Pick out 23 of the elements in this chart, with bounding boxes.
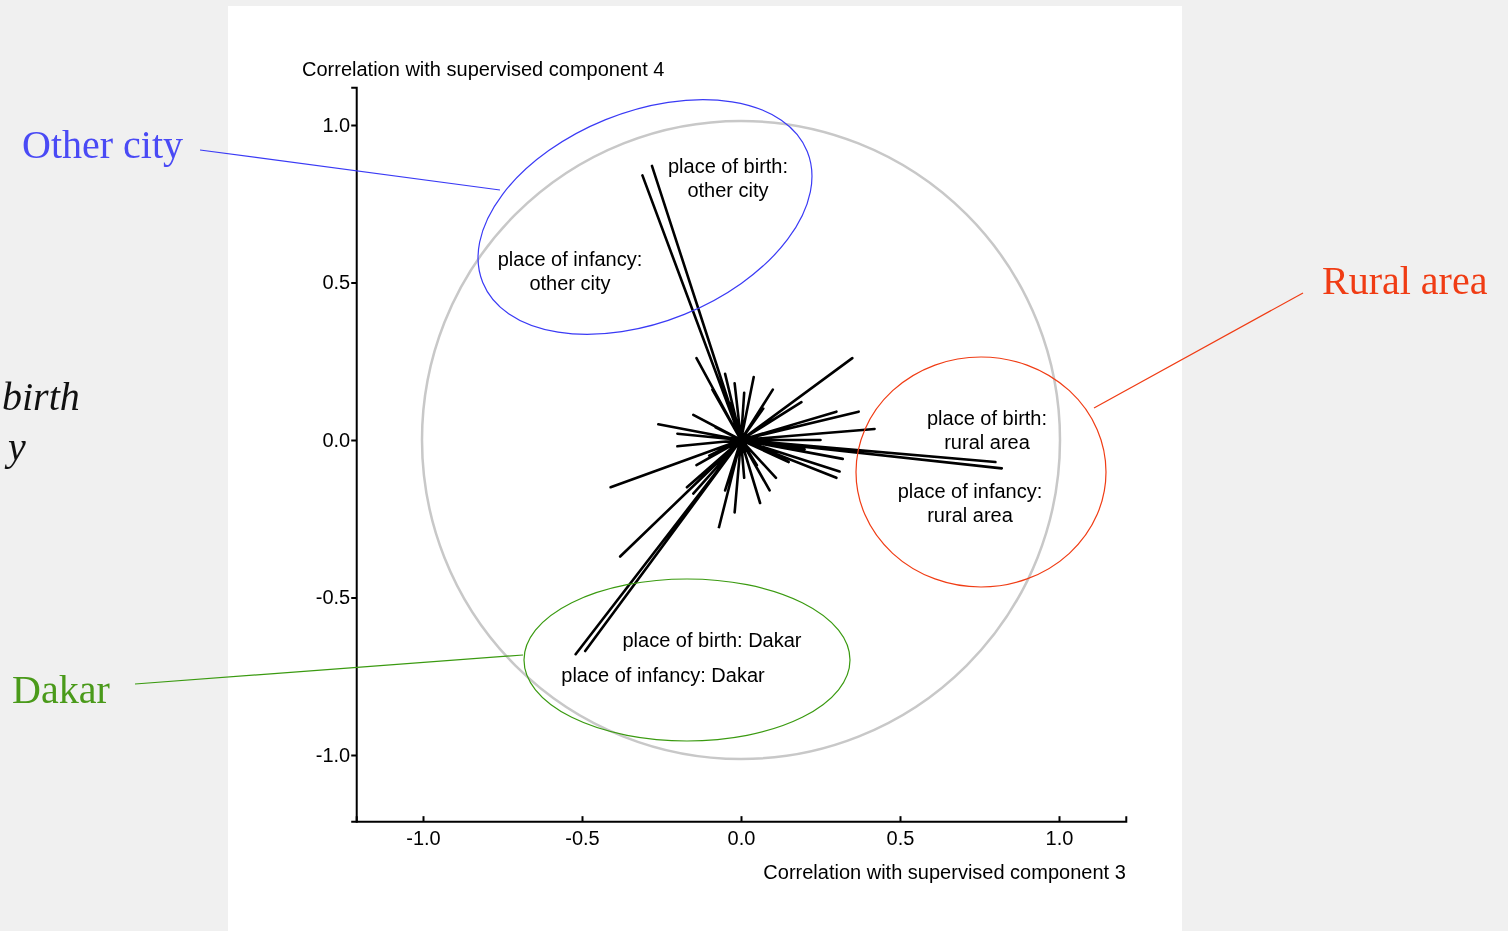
annotation: place of infancy: rural area [897,480,1043,526]
y-tick-label: 0.5 [322,271,351,294]
annotation: place of infancy: Dakar [561,664,766,686]
annotation: place of infancy: other city [497,248,643,294]
annotation: place of birth: Dakar [622,629,802,651]
y-tick-label: -0.5 [315,586,351,609]
y-tick-label: -1.0 [315,743,351,766]
y-tick-label: 1.0 [322,113,351,136]
text: y [4,424,26,469]
x-tick-label: -1.0 [406,827,441,850]
y-tick-label: 0.0 [322,428,351,451]
x-tick-label: -0.5 [565,827,600,850]
x-axis-title: Correlation with supervised component 3 [763,861,1126,884]
y-axis-title: Correlation with supervised component 4 [302,58,665,80]
text: Other city [22,122,184,167]
text: Dakar [12,667,110,712]
x-tick-label: 1.0 [1045,827,1074,850]
annotation: place of birth: other city [667,155,789,201]
x-tick-label: 0.5 [886,827,915,850]
annotation: place of birth: rural area [926,407,1048,453]
text: birth [2,374,80,419]
x-tick-label: 0.0 [727,827,756,850]
text: Rural area [1322,258,1488,303]
